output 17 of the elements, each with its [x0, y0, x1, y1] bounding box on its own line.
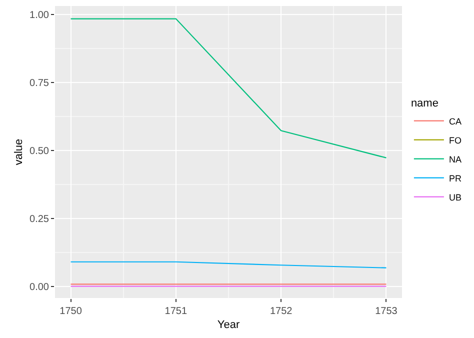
y-tick-label: 0.50 [30, 146, 50, 158]
legend-label: UB [448, 192, 462, 202]
y-axis-title: value [13, 138, 26, 166]
x-tick-label: 1752 [270, 306, 293, 317]
legend-label: FO [448, 135, 462, 146]
x-tick-label: 1753 [375, 306, 398, 317]
x-tick-label: 1750 [60, 306, 82, 317]
y-tick-label: 1.00 [30, 10, 50, 22]
y-tick-label: 0.25 [30, 214, 50, 225]
legend-label: PR [448, 173, 462, 184]
y-tick-label: 0.00 [30, 282, 50, 293]
legend-label: CA [448, 116, 462, 126]
y-tick-label: 0.75 [30, 78, 50, 90]
legend-label: NA [448, 154, 462, 164]
x-axis-title: Year [217, 319, 240, 332]
legend-title: name [410, 97, 438, 110]
x-tick-label: 1751 [164, 306, 188, 317]
